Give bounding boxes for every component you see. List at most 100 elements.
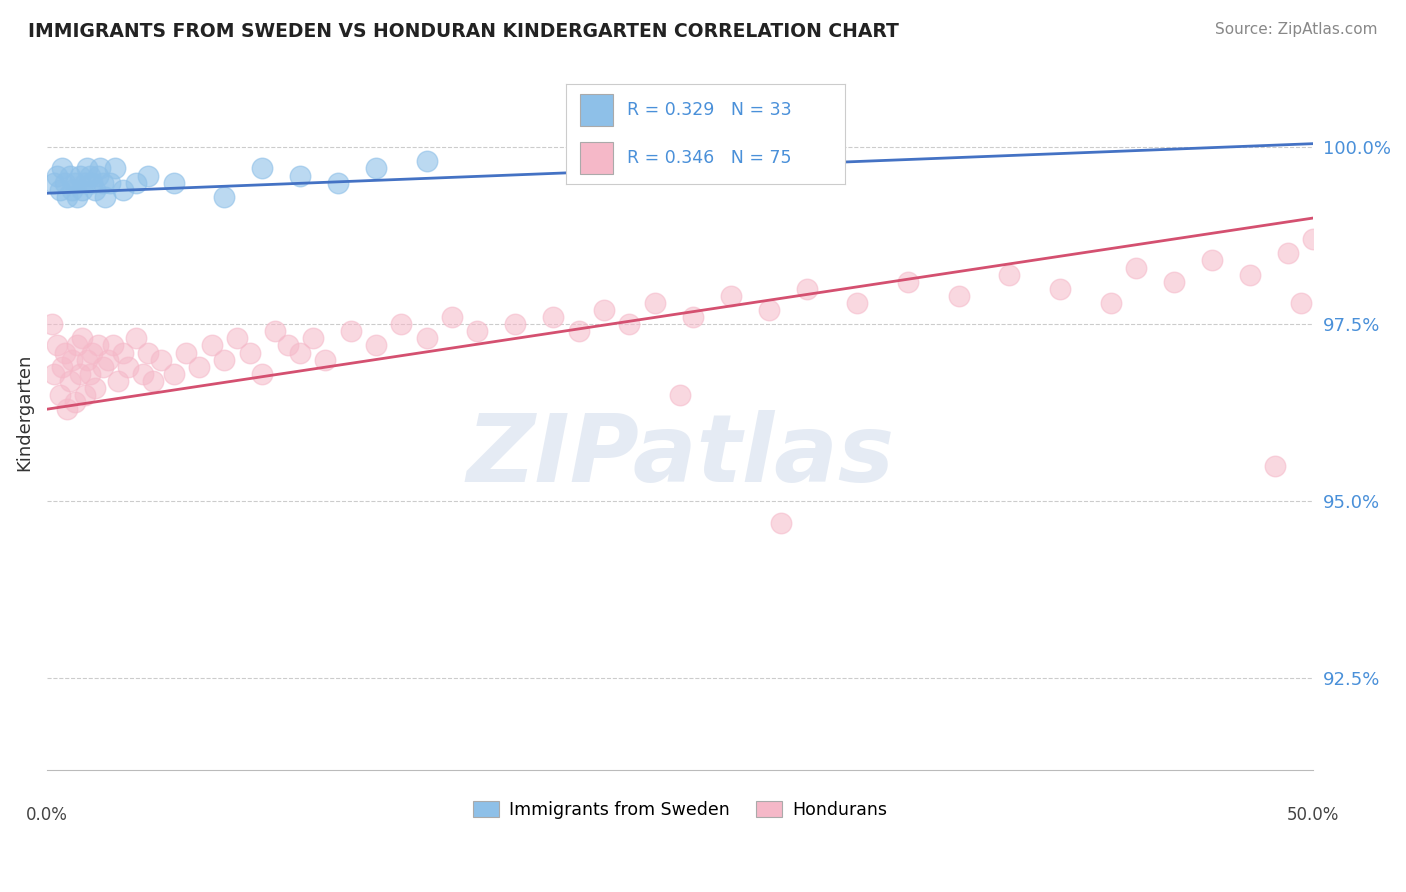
Point bbox=[111, 345, 134, 359]
Point bbox=[124, 176, 146, 190]
Point bbox=[136, 345, 159, 359]
Point bbox=[107, 374, 129, 388]
Point bbox=[89, 161, 111, 176]
Point bbox=[998, 268, 1021, 282]
Point bbox=[1201, 253, 1223, 268]
Point bbox=[136, 169, 159, 183]
Point bbox=[44, 176, 66, 190]
Point bbox=[72, 183, 94, 197]
Point bbox=[200, 338, 222, 352]
Point bbox=[48, 388, 70, 402]
Point bbox=[86, 338, 108, 352]
Point bbox=[288, 169, 311, 183]
Point bbox=[301, 331, 323, 345]
Point bbox=[82, 176, 104, 190]
Point bbox=[1277, 246, 1299, 260]
Point bbox=[416, 154, 439, 169]
Point bbox=[238, 345, 260, 359]
Point bbox=[758, 303, 780, 318]
Point bbox=[79, 169, 101, 183]
Point bbox=[328, 176, 350, 190]
Legend: Immigrants from Sweden, Hondurans: Immigrants from Sweden, Hondurans bbox=[465, 794, 894, 826]
Point bbox=[162, 367, 184, 381]
Point bbox=[60, 183, 83, 197]
Point bbox=[56, 402, 79, 417]
Point bbox=[366, 161, 388, 176]
Point bbox=[1264, 458, 1286, 473]
Point bbox=[51, 161, 73, 176]
Point bbox=[66, 190, 89, 204]
Point bbox=[111, 183, 134, 197]
Point bbox=[117, 359, 139, 374]
Point bbox=[41, 317, 63, 331]
Point bbox=[79, 367, 101, 381]
Text: ZIPatlas: ZIPatlas bbox=[465, 409, 894, 501]
Point bbox=[84, 381, 107, 395]
Point bbox=[212, 352, 235, 367]
Point bbox=[263, 324, 285, 338]
Point bbox=[288, 345, 311, 359]
Y-axis label: Kindergarten: Kindergarten bbox=[15, 354, 32, 472]
Point bbox=[1125, 260, 1147, 275]
Point bbox=[72, 331, 94, 345]
Point bbox=[124, 331, 146, 345]
Point bbox=[101, 338, 124, 352]
Point bbox=[366, 338, 388, 352]
Point bbox=[73, 176, 96, 190]
Point bbox=[73, 388, 96, 402]
Point bbox=[619, 317, 641, 331]
Text: 0.0%: 0.0% bbox=[25, 805, 67, 823]
Point bbox=[91, 176, 114, 190]
Point bbox=[1289, 296, 1312, 310]
Point bbox=[56, 190, 79, 204]
Point bbox=[69, 367, 91, 381]
Point bbox=[142, 374, 165, 388]
Point bbox=[212, 190, 235, 204]
Point bbox=[187, 359, 209, 374]
Point bbox=[467, 324, 489, 338]
Point bbox=[644, 296, 666, 310]
Point bbox=[796, 282, 818, 296]
Point bbox=[59, 169, 82, 183]
Point bbox=[593, 303, 616, 318]
Point bbox=[669, 388, 692, 402]
Point bbox=[76, 161, 98, 176]
Text: IMMIGRANTS FROM SWEDEN VS HONDURAN KINDERGARTEN CORRELATION CHART: IMMIGRANTS FROM SWEDEN VS HONDURAN KINDE… bbox=[28, 22, 898, 41]
Point bbox=[720, 289, 742, 303]
Point bbox=[69, 169, 91, 183]
Point bbox=[149, 352, 172, 367]
Point bbox=[104, 161, 127, 176]
Point bbox=[132, 367, 155, 381]
Point bbox=[59, 374, 82, 388]
Point bbox=[505, 317, 527, 331]
Point bbox=[76, 352, 98, 367]
Point bbox=[250, 161, 273, 176]
Point bbox=[94, 190, 117, 204]
Point bbox=[770, 516, 793, 530]
Point bbox=[44, 367, 66, 381]
Point bbox=[84, 183, 107, 197]
Point bbox=[174, 345, 197, 359]
Point bbox=[98, 176, 121, 190]
Point bbox=[250, 367, 273, 381]
Point bbox=[48, 183, 70, 197]
Point bbox=[63, 176, 86, 190]
Point bbox=[846, 296, 869, 310]
Point bbox=[1099, 296, 1122, 310]
Point bbox=[162, 176, 184, 190]
Point bbox=[416, 331, 439, 345]
Point bbox=[91, 359, 114, 374]
Point bbox=[225, 331, 247, 345]
Text: Source: ZipAtlas.com: Source: ZipAtlas.com bbox=[1215, 22, 1378, 37]
Point bbox=[46, 169, 69, 183]
Point bbox=[1049, 282, 1071, 296]
Text: 50.0%: 50.0% bbox=[1286, 805, 1340, 823]
Point bbox=[86, 169, 108, 183]
Point bbox=[63, 395, 86, 409]
Point bbox=[82, 345, 104, 359]
Point bbox=[53, 176, 76, 190]
Point bbox=[51, 359, 73, 374]
Point bbox=[391, 317, 413, 331]
Point bbox=[682, 310, 704, 325]
Point bbox=[97, 352, 120, 367]
